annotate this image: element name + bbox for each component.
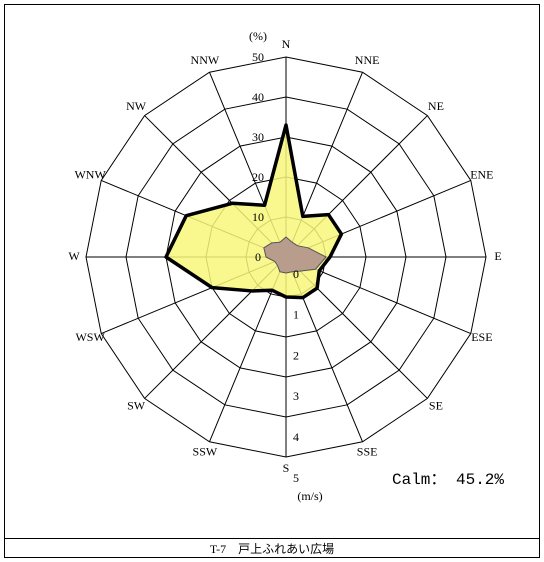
r-tick-label: 0 bbox=[255, 250, 261, 264]
speed-tick-label: 1 bbox=[293, 308, 299, 322]
direction-label: NNW bbox=[191, 53, 220, 67]
direction-label: NNE bbox=[355, 53, 380, 67]
speed-tick-label: 3 bbox=[293, 389, 299, 403]
direction-label: SSE bbox=[357, 445, 378, 459]
r-axis-label: (%) bbox=[249, 29, 267, 43]
direction-label: NW bbox=[126, 99, 147, 113]
r-tick-label: 50 bbox=[252, 50, 264, 64]
speed-tick-label: 2 bbox=[293, 348, 299, 362]
r-tick-label: 20 bbox=[252, 170, 264, 184]
r-tick-label: 40 bbox=[252, 90, 264, 104]
direction-label: E bbox=[494, 249, 501, 263]
direction-label: WSW bbox=[75, 330, 105, 344]
direction-label: W bbox=[68, 249, 80, 263]
speed-axis-label: (m/s) bbox=[297, 489, 322, 503]
direction-label: ESE bbox=[471, 330, 492, 344]
caption: T-7 戸上ふれあい広場 bbox=[210, 542, 334, 556]
r-tick-label: 10 bbox=[252, 210, 264, 224]
direction-label: SSW bbox=[193, 445, 218, 459]
direction-label: N bbox=[282, 37, 291, 51]
speed-tick-label: 4 bbox=[293, 430, 299, 444]
direction-label: ENE bbox=[470, 168, 493, 182]
direction-label: SW bbox=[127, 399, 146, 413]
speed-tick-label: 0 bbox=[293, 267, 299, 281]
direction-label: NE bbox=[428, 99, 444, 113]
speed-polygon bbox=[263, 236, 327, 274]
calm-annotation: Calm： 45.2% bbox=[392, 471, 504, 489]
direction-label: WNW bbox=[74, 168, 106, 182]
frame bbox=[4, 4, 540, 558]
direction-label: SE bbox=[429, 399, 443, 413]
direction-label: S bbox=[283, 461, 290, 475]
r-tick-label: 30 bbox=[252, 130, 264, 144]
speed-tick-label: 5 bbox=[293, 471, 299, 485]
